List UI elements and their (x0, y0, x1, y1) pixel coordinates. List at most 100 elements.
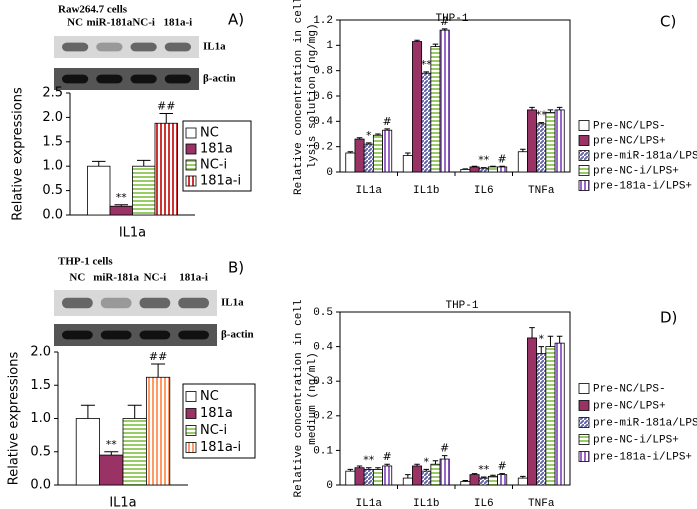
legend-swatch (578, 180, 590, 191)
error-bar (556, 335, 563, 344)
x-tick-label: IL1a (119, 226, 146, 241)
x-tick-label: IL1a (109, 496, 136, 509)
blot-band (96, 74, 123, 84)
significance-mark: * (366, 129, 372, 142)
legend-label: 181a-i (200, 174, 241, 189)
blot-band (164, 74, 191, 84)
bar (382, 465, 393, 486)
error-bar (405, 152, 411, 156)
lane-label: NC-i (144, 272, 167, 284)
significance-mark: ** (478, 154, 490, 167)
error-bar (441, 455, 448, 460)
significance-mark: # (383, 115, 392, 128)
legend-label: 181a (200, 142, 233, 157)
blot-band (62, 74, 89, 84)
significance-mark: * (539, 333, 545, 346)
blot-band (130, 74, 157, 84)
lane-label: miR-181a (93, 272, 139, 284)
legend-swatch (578, 434, 590, 445)
lane-label: 181a-i (179, 272, 208, 284)
error-bar (547, 109, 554, 113)
bar (430, 46, 441, 173)
bar (545, 112, 556, 173)
error-bar (375, 133, 381, 136)
significance-mark: # (440, 15, 449, 28)
bar (363, 143, 374, 173)
y-tick-label: 1.0 (42, 159, 63, 174)
legend-swatch (578, 165, 590, 176)
bar (487, 475, 498, 486)
y-axis-label: lysis solution (ng/mg) (307, 23, 319, 168)
bar (421, 470, 432, 486)
bar (372, 469, 383, 486)
bar (497, 166, 508, 173)
lane-label: 181a-i (164, 17, 193, 29)
bar (487, 166, 498, 173)
bar (363, 469, 374, 486)
significance-mark: ** (536, 109, 548, 122)
bar (517, 477, 528, 486)
panel-label: A) (228, 11, 244, 29)
error-bar (432, 43, 439, 47)
error-bar (547, 335, 554, 347)
bar (439, 458, 450, 486)
error-bar (384, 128, 390, 131)
legend-label: NC-i (200, 158, 227, 173)
bar (439, 29, 450, 173)
bar (382, 129, 393, 173)
legend-swatch (185, 425, 197, 436)
legend-label: pre-181a-i/LPS+ (593, 451, 692, 463)
legend-swatch (185, 159, 197, 171)
significance-mark: ## (157, 99, 175, 112)
error-bar (432, 460, 439, 465)
blot-band (178, 297, 209, 309)
blot-strip (54, 68, 199, 90)
legend-swatch (185, 391, 197, 402)
error-bar (356, 465, 363, 468)
bar (87, 165, 111, 216)
error-bar (480, 476, 487, 479)
error-bar (347, 151, 354, 153)
bar (354, 467, 365, 486)
lane-label: NC (67, 17, 83, 29)
y-tick-label: 2.0 (30, 345, 51, 360)
y-tick-label: 0.5 (313, 307, 333, 319)
error-bar (80, 404, 95, 419)
error-bar (414, 463, 420, 466)
legend-swatch (578, 383, 590, 394)
error-bar (520, 148, 526, 152)
y-tick-label: 1.0 (30, 411, 51, 426)
error-bar (159, 112, 173, 124)
blot-band (100, 297, 132, 309)
blot-band (62, 42, 89, 52)
y-tick-label: 0.2 (313, 142, 333, 154)
y-tick-label: 0.4 (313, 116, 333, 128)
y-axis-label: medium (ng/ml) (307, 352, 319, 444)
y-tick-label: 0.5 (30, 444, 51, 459)
error-bar (538, 122, 545, 124)
legend-label: pre-NC-i/LPS+ (593, 165, 679, 177)
blot-title: THP-1 cells (58, 256, 113, 268)
error-bar (347, 468, 354, 472)
error-bar (137, 159, 151, 167)
error-bar (471, 165, 478, 167)
legend-label: pre-NC/LPS+ (593, 135, 666, 147)
blot-band (62, 330, 93, 340)
legend-label: pre-miR-181a/LPS+ (593, 417, 697, 429)
error-bar (356, 137, 363, 140)
legend-label: NC (200, 126, 219, 141)
y-axis-label: Relative concentration in cell (293, 0, 305, 195)
y-tick-label: 0.4 (313, 342, 333, 354)
error-bar (423, 468, 430, 472)
error-bar (104, 451, 119, 456)
y-tick-label: 0.2 (313, 411, 333, 423)
error-bar (365, 467, 372, 470)
blot-title: Raw264.7 cells (58, 4, 128, 16)
blot-band (164, 42, 191, 52)
error-bar (405, 474, 411, 479)
blot-band (139, 297, 171, 309)
error-bar (151, 363, 166, 378)
bar (145, 376, 171, 486)
error-bar (365, 142, 372, 145)
